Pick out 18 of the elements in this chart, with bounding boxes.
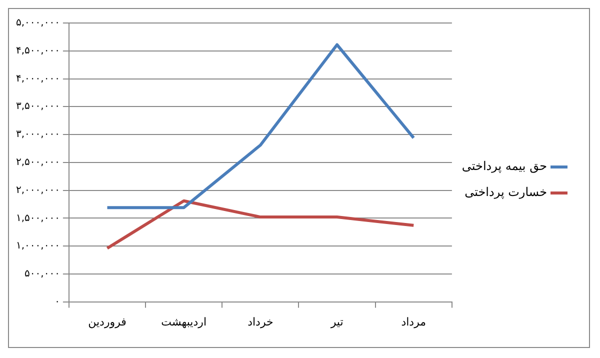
y-tick-label: ۴,۵۰۰,۰۰۰	[16, 45, 60, 56]
y-tick-label: ۵,۰۰۰,۰۰۰	[16, 18, 60, 29]
y-tick-label: ۲,۰۰۰,۰۰۰	[16, 184, 60, 196]
legend-label: حق بیمه پرداختی	[462, 159, 547, 174]
y-tick-label: ۳,۵۰۰,۰۰۰	[16, 101, 60, 112]
x-tick-label: تیر	[330, 315, 344, 328]
x-tick-label: اردیبهشت	[161, 315, 207, 328]
y-tick-label: ۱,۵۰۰,۰۰۰	[16, 212, 60, 224]
legend-label: خسارت پرداختی	[464, 185, 547, 200]
x-tick-label: مرداد	[401, 315, 426, 328]
y-tick-label: ۳,۰۰۰,۰۰۰	[16, 129, 60, 140]
y-tick-label: ۰	[54, 296, 60, 308]
y-tick-label: ۴,۰۰۰,۰۰۰	[16, 73, 60, 84]
y-tick-label: ۱,۰۰۰,۰۰۰	[16, 240, 60, 252]
x-tick-label: خرداد	[248, 315, 274, 328]
y-tick-label: ۵۰۰,۰۰۰	[24, 268, 60, 280]
y-tick-label: ۲,۵۰۰,۰۰۰	[16, 156, 60, 168]
x-tick-label: فروردین	[88, 315, 126, 328]
